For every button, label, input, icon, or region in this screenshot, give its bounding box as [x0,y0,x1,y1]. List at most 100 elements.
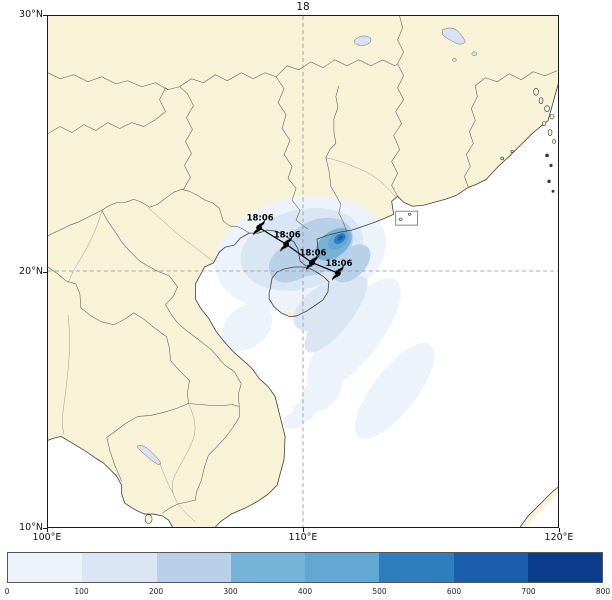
tonle-sap-lake [137,445,161,465]
border-china-vietnam [101,189,250,234]
typhoon-symbol-arm [280,245,287,252]
colorbar [7,552,603,583]
precip-blob [293,279,356,332]
typhoon-symbol-arm [258,219,265,226]
precip-blob [268,241,317,283]
border-yunnan-north [48,72,180,90]
x-tick-mark [47,528,48,532]
island [544,105,550,112]
border-guangdong-fujian [464,85,478,188]
border-vietnam-cambodia [162,406,240,514]
y-tick-label: 30°N [19,9,43,20]
map-plot-area: 18:06 18:06 18:06 18:06 [47,15,559,528]
colorbar-segment [453,553,528,582]
islet [547,179,551,184]
mekong-river [171,403,196,523]
island [398,217,403,221]
islet [549,163,553,168]
chao-phraya-river [62,314,70,435]
border-sichuan-area [48,87,168,134]
x-tick-label: 110°E [288,532,318,543]
island [500,156,505,161]
island [547,129,553,136]
x-tick-label: 120°E [544,532,574,543]
typhoon-symbol-arm [285,236,292,243]
typhoon-symbol-arm [306,264,313,271]
track-time-label: 18:06 [325,258,352,268]
gridlines-layer [48,16,558,527]
colorbar-tick-label: 600 [446,587,462,596]
mainland-landmass [48,16,558,527]
border-jiangxi-fujian [475,70,558,86]
typhoon-symbol-core [308,259,315,266]
poyang-lake [442,27,466,45]
colorbar-tick-label: 700 [521,587,536,596]
y-tick-mark [43,15,47,16]
precip-blob [354,342,435,439]
precip-blob [283,413,303,430]
typhoon-symbol-arm [337,265,344,272]
colorbar-segment [8,553,83,582]
hainan-coastline [268,266,330,318]
phu-quoc-outline [144,514,153,524]
border-thailand-laos [48,266,190,404]
typhoon-symbol-icon [332,265,344,281]
region-box-annotation [395,210,419,226]
palawan-island [520,487,558,527]
precip-shading-layer [214,195,435,439]
colorbar-segment [379,553,454,582]
colorbar-segment [230,553,305,582]
coastline-layer [48,84,558,527]
island [407,212,412,216]
typhoon-symbol-icon [253,219,265,236]
dongting-lake [353,35,372,46]
typhoon-symbol-core [256,224,263,231]
x-tick-mark [559,528,560,532]
track-time-label: 18:06 [299,248,326,258]
border-vietnam-laos [101,210,242,407]
colorbar-tick-label: 400 [297,587,313,596]
typhoon-symbol-arm [253,229,260,236]
border-guizhou-guangxi [275,76,309,230]
mainland-coastline [195,84,558,527]
pearl-river [324,157,396,198]
y-tick-mark [43,528,47,529]
border-hunan-jiangxi [391,16,404,197]
colorbar-segment [82,553,157,582]
border-china-laos [48,209,102,237]
precip-blob [307,278,401,392]
typhoon-symbol-icon [280,236,292,252]
track-time-label: 18:06 [274,229,301,239]
border-thailand-cambodia [106,403,189,482]
typhoon-symbol-arm [311,254,318,261]
y-tick-mark [43,271,47,273]
island [549,113,555,120]
colorbar-tick-label: 100 [74,587,89,596]
colorbar-segment [156,553,231,582]
island [541,121,547,127]
tonle-sap-river [159,463,174,495]
rivers-layer [62,157,396,523]
border-guizhou-north [179,72,277,87]
x-tick-mark [303,528,304,532]
islet [545,153,549,158]
precip-blob [337,235,344,241]
colorbar-tick-label: 300 [223,587,238,596]
border-yunnan-east [179,86,194,190]
y-tick-label: 10°N [19,522,43,533]
track-time-label: 18:06 [247,213,274,223]
phu-quoc-island [145,514,153,524]
y-tick-label: 20°N [19,265,43,277]
colorbar-segment [527,553,602,582]
islands-layer [398,87,556,221]
border-hunan-north [275,59,398,77]
gulf-of-thailand-coastline [48,435,173,527]
colorbar-tick-label: 0 [4,587,10,596]
precip-blob [221,303,273,351]
red-river [147,207,214,263]
lake [452,57,457,62]
track-line [258,227,339,274]
island [533,87,539,96]
